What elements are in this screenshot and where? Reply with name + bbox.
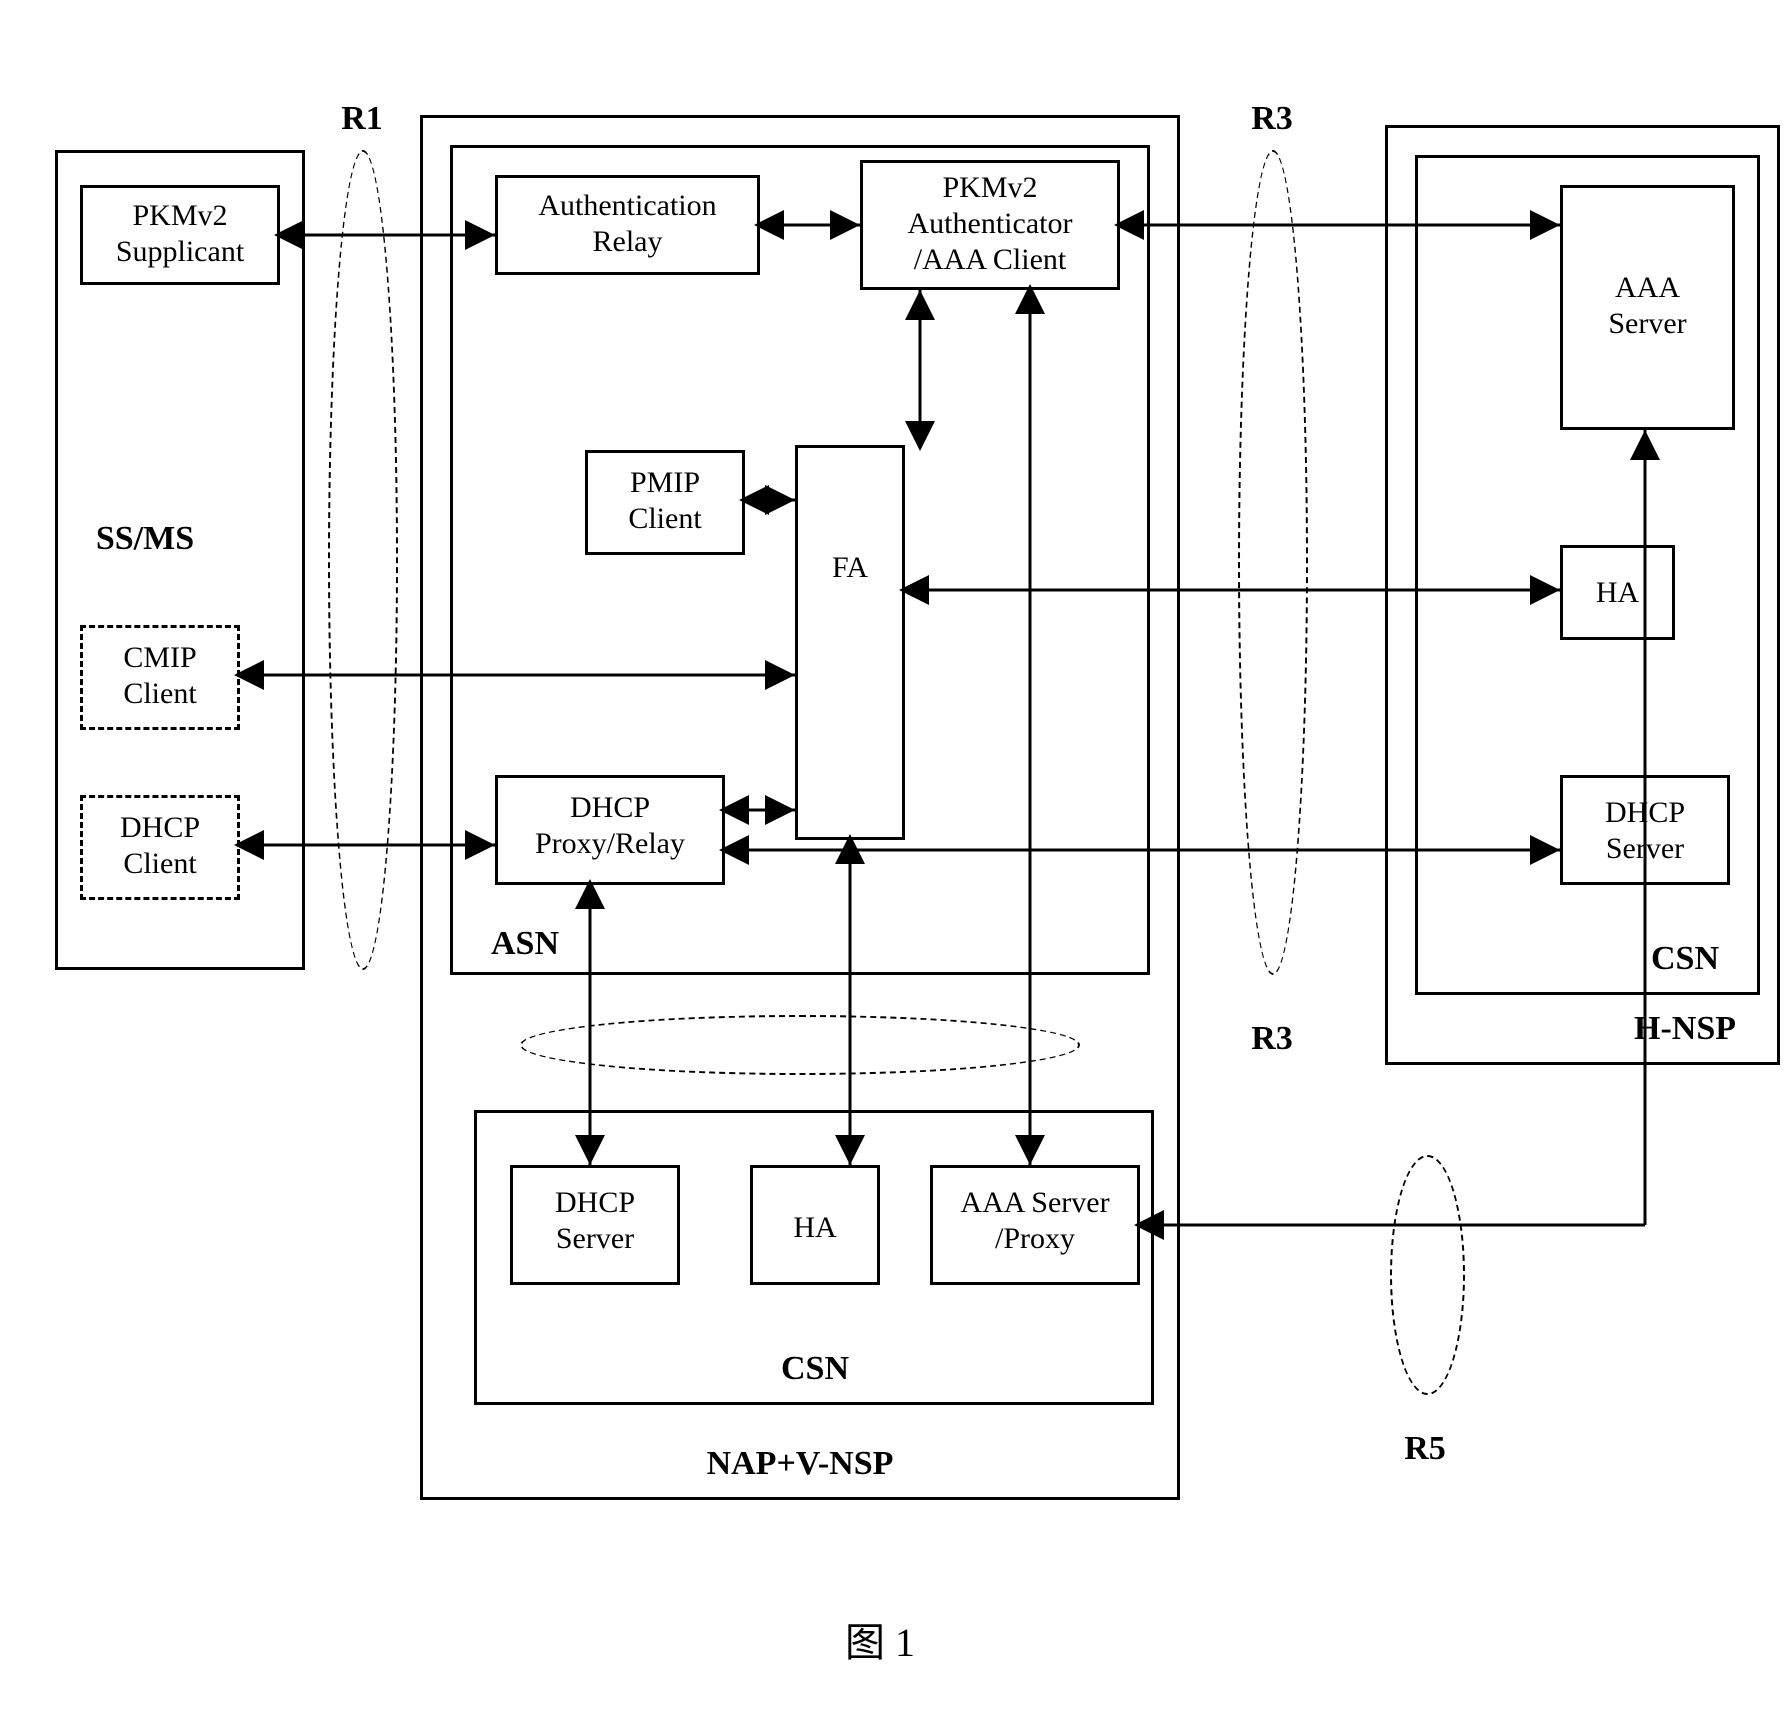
- vnsp-dhcp-server-label: DHCP Server: [510, 1185, 680, 1257]
- nap-title: NAP+V-NSP: [650, 1445, 950, 1483]
- fa-label: FA: [795, 550, 905, 586]
- r5-label: R5: [1395, 1430, 1455, 1468]
- dhcp-client-label: DHCP Client: [80, 810, 240, 882]
- r5-ellipse: [1390, 1155, 1465, 1395]
- vnsp-aaa-label: AAA Server /Proxy: [930, 1185, 1140, 1257]
- r1-ellipse: [328, 150, 398, 970]
- r3-label-bottom: R3: [1242, 1020, 1302, 1058]
- pmip-client-label: PMIP Client: [585, 465, 745, 537]
- ssms-title: SS/MS: [80, 520, 210, 558]
- csn-vnsp-title: CSN: [765, 1350, 865, 1388]
- cmip-client-label: CMIP Client: [80, 640, 240, 712]
- vnsp-ha-label: HA: [750, 1210, 880, 1246]
- diagram-canvas: SS/MS PKMv2 Supplicant CMIP Client DHCP …: [20, 20, 1787, 1698]
- pkmv2-auth-label: PKMv2 Authenticator /AAA Client: [860, 170, 1120, 278]
- r1-label: R1: [332, 100, 392, 138]
- hnsp-title: H-NSP: [1615, 1010, 1755, 1048]
- pkmv2-supplicant-label: PKMv2 Supplicant: [80, 198, 280, 270]
- r3-label-top: R3: [1242, 100, 1302, 138]
- hnsp-csn-title: CSN: [1640, 940, 1730, 978]
- dhcp-proxy-label: DHCP Proxy/Relay: [495, 790, 725, 862]
- hnsp-dhcp-label: DHCP Server: [1560, 795, 1730, 867]
- asn-title: ASN: [480, 925, 570, 963]
- auth-relay-label: Authentication Relay: [495, 188, 760, 260]
- hnsp-ha-label: HA: [1560, 575, 1675, 611]
- fa: [795, 445, 905, 840]
- hnsp-aaa-label: AAA Server: [1560, 270, 1735, 342]
- figure-caption: 图 1: [820, 1610, 940, 1668]
- asn-csn-ellipse: [520, 1015, 1080, 1075]
- r3-ellipse-top: [1238, 150, 1308, 975]
